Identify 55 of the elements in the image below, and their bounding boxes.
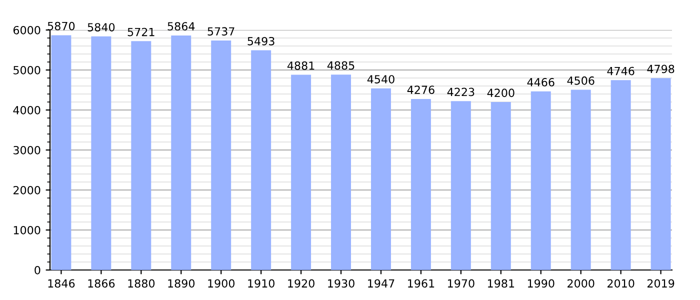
y-tick-label: 6000	[13, 26, 40, 34]
data-label: 4276	[407, 86, 434, 94]
data-label: 4881	[287, 61, 314, 70]
bar	[610, 80, 631, 270]
data-label: 4506	[567, 76, 594, 85]
bar	[410, 98, 431, 270]
bar	[91, 36, 112, 270]
bar	[331, 74, 352, 270]
data-label: 5870	[48, 22, 75, 30]
data-label: 4798	[647, 64, 674, 74]
data-label: 4223	[447, 88, 474, 96]
x-tick-label: 1981	[488, 279, 514, 288]
x-tick-label: 1947	[368, 279, 394, 288]
data-label: 4540	[367, 75, 394, 84]
x-tick-label: 1970	[448, 279, 474, 288]
x-tick-label: 1920	[288, 279, 314, 288]
x-tick-label: 1900	[208, 279, 234, 288]
data-label: 5721	[128, 28, 154, 36]
bar	[51, 35, 72, 270]
bar	[650, 78, 671, 270]
bar	[370, 88, 391, 270]
bar	[570, 90, 591, 270]
data-label: 4885	[327, 61, 354, 70]
x-tick-label: 1890	[168, 279, 195, 288]
bar	[131, 41, 152, 270]
data-label: 4746	[607, 66, 634, 76]
bar	[171, 35, 192, 270]
bar	[450, 101, 471, 270]
x-tick-label: 2010	[608, 279, 634, 288]
data-label: 4200	[487, 88, 514, 98]
y-tick-label: 4000	[13, 106, 40, 114]
data-label: 5864	[168, 22, 195, 31]
y-tick-label: 3000	[14, 146, 40, 154]
y-tick-label: 0	[34, 266, 40, 274]
data-label: 4466	[527, 78, 554, 86]
x-tick-label: 1846	[48, 279, 75, 288]
x-tick-label: 1880	[128, 279, 155, 288]
x-tick-label: 1961	[408, 279, 434, 288]
y-tick-label: 2000	[14, 186, 40, 194]
bar	[251, 50, 272, 270]
x-tick-label: 1866	[88, 279, 115, 288]
bar	[490, 102, 511, 270]
y-tick-label: 1000	[14, 226, 40, 234]
x-tick-label: 2000	[568, 279, 594, 288]
x-tick-label: 1990	[528, 279, 554, 288]
bar	[530, 91, 551, 270]
data-label: 5493	[248, 36, 274, 46]
bar	[211, 40, 232, 270]
data-label: 5737	[208, 27, 234, 36]
data-label: 5840	[88, 23, 115, 32]
y-tick-label: 5000	[14, 66, 40, 74]
x-tick-label: 2019	[647, 279, 674, 288]
x-tick-label: 1910	[248, 279, 274, 288]
x-tick-label: 1930	[328, 279, 354, 288]
bar	[291, 74, 312, 270]
